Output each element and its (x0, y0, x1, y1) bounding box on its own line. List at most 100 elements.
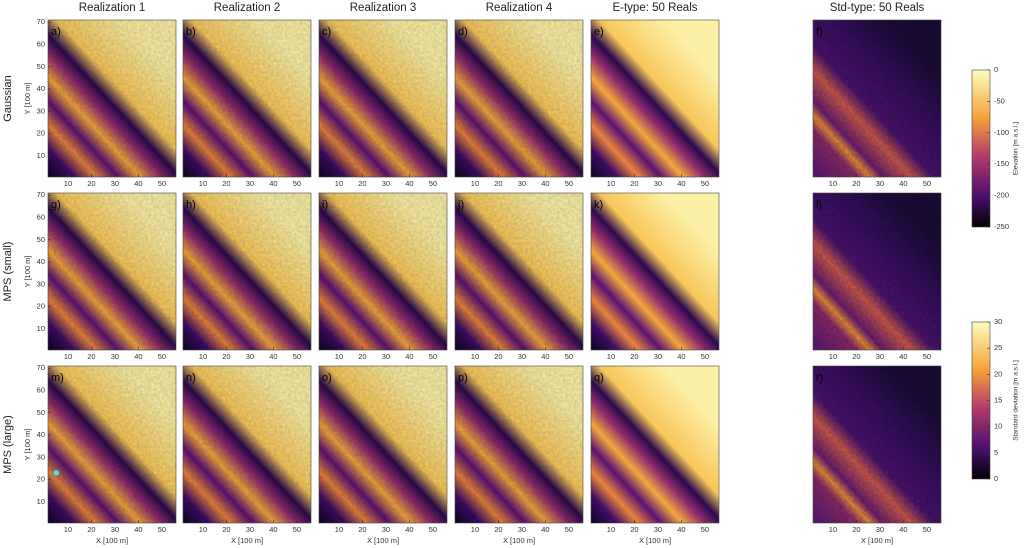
x-tick-label: 30 (518, 179, 526, 188)
x-tick-label: 20 (222, 525, 230, 534)
x-tick-label: 30 (876, 179, 884, 188)
y-axis-label: Y [100 m] (23, 256, 32, 288)
heatmap-texture (48, 193, 176, 350)
panel-label: d) (458, 26, 468, 38)
y-axis-label: Y [100 m] (23, 429, 32, 461)
y-tick-label: 20 (37, 129, 45, 138)
panel-frame (318, 365, 448, 524)
x-tick-label: 50 (701, 179, 709, 188)
colorbar-label: Standard deviation [m a.s.l.] (1013, 360, 1020, 441)
panel-frame (590, 192, 720, 351)
panel-frame (454, 365, 584, 524)
x-tick-label: 10 (199, 525, 207, 534)
x-tick-label: 20 (87, 352, 95, 361)
x-tick-label: 40 (541, 525, 549, 534)
x-tick-label: 20 (852, 352, 860, 361)
x-tick-label: 10 (829, 352, 837, 361)
x-axis-label: X [100 m] (639, 536, 671, 545)
colorbar (971, 69, 991, 228)
x-tick-label: 10 (607, 179, 615, 188)
x-tick-label: 40 (899, 525, 907, 534)
y-tick-label: 30 (37, 452, 45, 461)
panel-frame (812, 365, 942, 524)
x-tick-label: 50 (429, 352, 437, 361)
panel-label: h) (186, 199, 196, 211)
y-tick-label: 40 (37, 84, 45, 93)
x-tick-label: 10 (471, 179, 479, 188)
x-tick-label: 40 (899, 179, 907, 188)
x-tick-label: 30 (382, 525, 390, 534)
heatmap-texture (183, 193, 311, 350)
y-tick-label: 60 (37, 212, 45, 221)
x-tick-label: 40 (405, 179, 413, 188)
panel-frame (812, 192, 942, 351)
x-tick-label: 20 (494, 352, 502, 361)
x-tick-label: 30 (382, 179, 390, 188)
x-tick-label: 30 (654, 352, 662, 361)
x-tick-label: 40 (405, 352, 413, 361)
x-tick-label: 50 (565, 179, 573, 188)
panel-label: m) (51, 372, 64, 384)
panel-frame (47, 19, 177, 178)
x-tick-label: 30 (111, 352, 119, 361)
panel-label: l) (816, 199, 822, 211)
x-tick-label: 50 (923, 352, 931, 361)
x-tick-label: 50 (923, 179, 931, 188)
x-tick-label: 30 (654, 179, 662, 188)
x-tick-label: 20 (494, 179, 502, 188)
x-tick-label: 10 (335, 179, 343, 188)
y-tick-label: 20 (37, 302, 45, 311)
x-tick-label: 20 (358, 179, 366, 188)
x-tick-label: 30 (518, 352, 526, 361)
x-tick-label: 30 (246, 525, 254, 534)
panel-label: k) (594, 199, 603, 211)
x-tick-label: 50 (293, 179, 301, 188)
colorbar-tick-label: 0 (994, 65, 998, 74)
panel-frame (318, 19, 448, 178)
x-tick-label: 50 (293, 352, 301, 361)
x-axis-label: X [100 m] (503, 536, 535, 545)
x-tick-label: 20 (358, 525, 366, 534)
y-tick-label: 60 (37, 39, 45, 48)
x-axis-label: X [100 m] (861, 536, 893, 545)
x-tick-label: 20 (87, 525, 95, 534)
x-tick-label: 30 (246, 352, 254, 361)
x-tick-label: 40 (899, 352, 907, 361)
colorbar-tick-label: 20 (994, 369, 1002, 378)
x-tick-label: 50 (701, 352, 709, 361)
x-tick-label: 30 (111, 179, 119, 188)
column-title: Realization 4 (486, 2, 553, 14)
x-tick-label: 50 (565, 352, 573, 361)
y-tick-label: 20 (37, 475, 45, 484)
x-axis-label: X [100 m] (96, 536, 128, 545)
heatmap-texture (455, 193, 583, 350)
x-tick-label: 10 (199, 179, 207, 188)
x-tick-label: 40 (134, 179, 142, 188)
x-tick-label: 40 (269, 352, 277, 361)
x-tick-label: 20 (222, 179, 230, 188)
x-tick-label: 10 (64, 525, 72, 534)
x-tick-label: 40 (541, 179, 549, 188)
x-tick-label: 20 (630, 352, 638, 361)
x-tick-label: 30 (111, 525, 119, 534)
panel-frame (812, 19, 942, 178)
x-tick-label: 20 (494, 525, 502, 534)
x-tick-label: 20 (358, 352, 366, 361)
panel-frame (318, 192, 448, 351)
panel-label: f) (816, 26, 823, 38)
heatmap (591, 366, 719, 523)
column-title: E-type: 50 Reals (612, 2, 697, 14)
panel-label: b) (186, 26, 196, 38)
y-tick-label: 70 (37, 190, 45, 199)
y-axis-label: Y [100 m] (23, 83, 32, 115)
row-title: MPS (small) (2, 242, 14, 302)
x-tick-label: 40 (134, 525, 142, 534)
x-tick-label: 50 (701, 525, 709, 534)
y-tick-label: 50 (37, 62, 45, 71)
x-tick-label: 50 (158, 525, 166, 534)
panel-label: j) (457, 199, 464, 211)
x-tick-label: 50 (158, 352, 166, 361)
panel-frame (454, 192, 584, 351)
x-axis-label: X [100 m] (231, 536, 263, 545)
